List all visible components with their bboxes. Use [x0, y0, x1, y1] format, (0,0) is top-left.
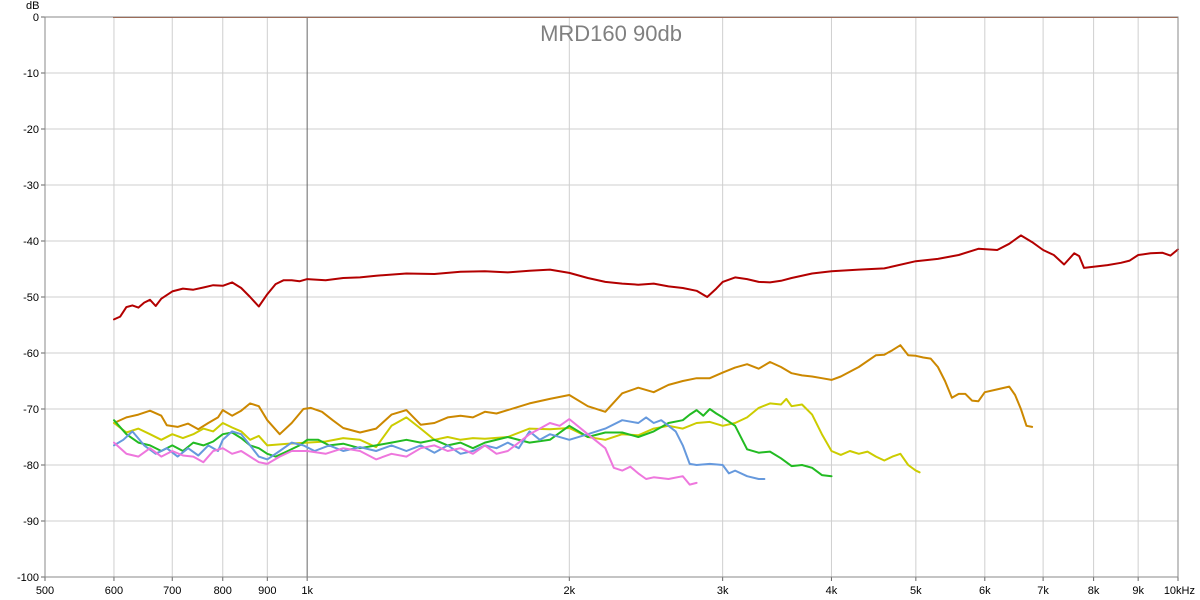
y-tick-label: -70 [23, 404, 39, 416]
x-tick-label: 4k [826, 585, 838, 597]
y-axis-ticks: 0 -10 -20 -30 -40 -50 -60 -70 -80 -90 -100 [17, 12, 45, 584]
y-tick-label: -40 [23, 236, 39, 248]
x-tick-label: 1k [301, 585, 313, 597]
x-tick-label: 10kHz [1164, 585, 1195, 597]
y-tick-label: -80 [23, 460, 39, 472]
x-tick-label: 6k [979, 585, 991, 597]
y-tick-label: -10 [23, 68, 39, 80]
series-lines [113, 234, 1179, 486]
y-tick-label: -50 [23, 292, 39, 304]
series-line-6 [113, 418, 698, 486]
x-tick-label: 8k [1088, 585, 1100, 597]
x-tick-label: 9k [1132, 585, 1144, 597]
y-tick-label: -60 [23, 348, 39, 360]
x-tick-label: 800 [214, 585, 232, 597]
series-line-5 [113, 416, 766, 480]
plot-border [44, 16, 1179, 578]
series-line-1 [113, 234, 1179, 321]
x-tick-label: 900 [258, 585, 276, 597]
x-tick-label: 5k [910, 585, 922, 597]
x-tick-label: 3k [717, 585, 729, 597]
y-tick-label: 0 [33, 12, 39, 24]
y-tick-label: -30 [23, 180, 39, 192]
x-tick-label: 7k [1037, 585, 1049, 597]
y-tick-label: -20 [23, 124, 39, 136]
y-axis-label: dB [26, 0, 39, 12]
y-tick-label: -90 [23, 516, 39, 528]
x-tick-label: 600 [105, 585, 123, 597]
x-tick-label: 2k [563, 585, 575, 597]
y-tick-label: -100 [17, 572, 39, 584]
x-tick-label: 500 [36, 585, 54, 597]
series-line-4 [113, 408, 833, 478]
grid-lines [45, 16, 1178, 577]
series-line-3 [113, 397, 921, 474]
chart-title: MRD160 90db [540, 21, 682, 46]
series-line-2 [113, 344, 1034, 436]
x-axis-ticks: 500 600 700 800 900 1k 2k 3k 4k 5k 6k 7k 8k 9k 10kHz [36, 577, 1195, 597]
x-tick-label: 700 [163, 585, 181, 597]
